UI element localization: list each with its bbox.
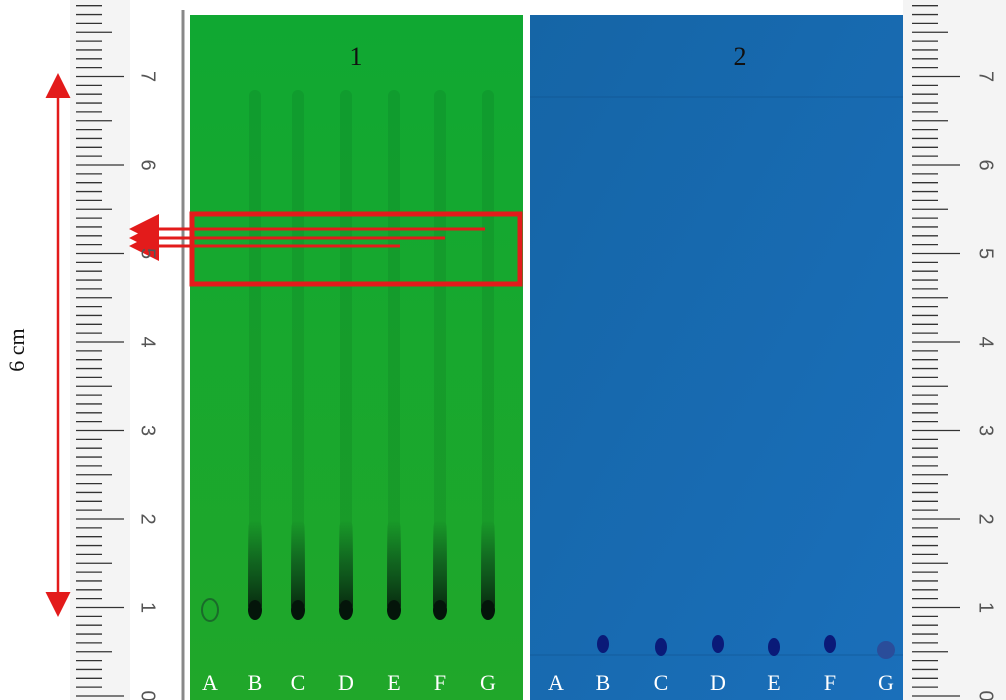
panel-label: 2 [734,42,747,71]
plate-2 [530,15,903,700]
spot [877,641,895,659]
page: 6 cm 1 2 0123456701234567ABCDEFGABCDEFG … [0,0,1006,700]
spot [291,600,305,620]
lane-label: E [767,670,780,695]
ruler-right [903,0,1006,700]
lane-label: C [654,670,669,695]
streak [248,520,262,612]
spot [655,638,667,656]
spot [597,635,609,653]
streak [291,520,305,612]
ruler-number: 2 [975,513,997,524]
lane-label: C [291,670,306,695]
ruler-number: 3 [975,425,997,436]
ruler-number: 5 [975,248,997,259]
ruler-number: 7 [975,71,997,82]
lane-label: G [480,670,496,695]
panel-label: 1 [350,42,363,71]
ruler-number: 4 [137,336,159,347]
plate-1 [190,15,523,700]
ruler-number: 3 [137,425,159,436]
streak [387,520,401,612]
spot [433,600,447,620]
ruler-left [70,0,130,700]
lane-label: B [596,670,611,695]
spot [339,600,353,620]
ruler-number: 6 [975,159,997,170]
ruler-number: 1 [975,602,997,613]
ruler-number: 0 [975,690,997,700]
lane-label: E [387,670,400,695]
ruler-number: 5 [137,248,159,259]
ruler-number: 0 [137,690,159,700]
lane-label: A [548,670,564,695]
lane-label: F [434,670,446,695]
lane-label: F [824,670,836,695]
spot [248,600,262,620]
lane-label: B [248,670,263,695]
lane-label: D [338,670,354,695]
spot [387,600,401,620]
ruler-number: 6 [137,159,159,170]
spot [768,638,780,656]
spot [712,635,724,653]
lane-label: A [202,670,218,695]
ruler-number: 2 [137,513,159,524]
tlc-figure: 6 cm 1 2 0 1 2 3 4 5 6 7 0 1 2 3 4 5 6 7 A B C D E F G A B C D E F G [0,0,1006,700]
spot [824,635,836,653]
streak [433,520,447,612]
ruler-number: 4 [975,336,997,347]
lane-label: D [710,670,726,695]
spot [481,600,495,620]
ruler-number: 1 [137,602,159,613]
streak [481,520,495,612]
scale-label: 6 cm [4,328,29,371]
lane-label: G [878,670,894,695]
streak [339,520,353,612]
ruler-number: 7 [137,71,159,82]
